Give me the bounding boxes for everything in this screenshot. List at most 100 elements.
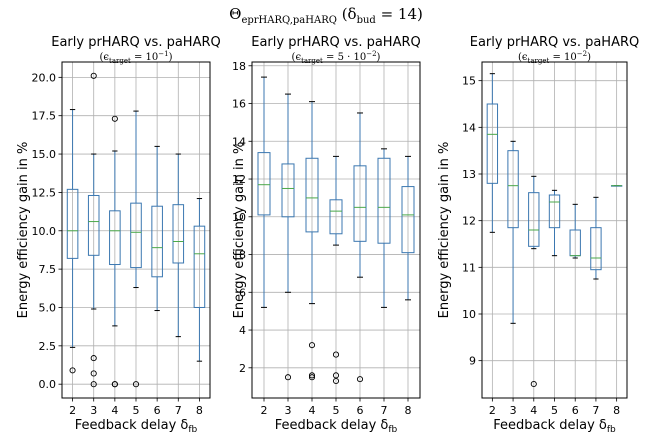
box-4 [305,101,319,381]
box-2 [66,109,79,374]
panel-2: 2 4 6 8 10 12 14 16 18 2 3 4 5 6 7 8 Early prHARQ vs. pa… [232,35,421,434]
x-axis-label-text: Feedback delay δ [493,418,607,433]
box-iqr [130,202,142,269]
y-tick-label: 15.0 [32,148,57,161]
box-3 [87,72,100,388]
box-iqr [151,205,163,278]
suptitle-rest: (δ [337,5,357,23]
grid-lines [252,62,420,398]
x-axis-label-sub: fb [188,425,197,434]
x-tick-label: 4 [530,404,537,417]
y-tick-label: 10 [462,308,476,321]
flier-point [332,372,340,379]
panel-title: Early prHARQ vs. paHARQ [470,35,640,50]
box-iqr [590,227,602,271]
suptitle-rest-sub: bud [357,15,377,26]
x-tick-label: 5 [551,404,558,417]
subtitle-post: ) [377,52,381,63]
flier-point [132,381,140,388]
y-axis-label-text: Energy efficiency gain in % [437,142,452,319]
y-tick-label: 2.5 [39,340,57,353]
x-axis-label-sub: fb [607,425,616,434]
x-tick-label: 7 [175,404,182,417]
subtitle-mid: = 5 · 10 [323,52,366,63]
y-ticks: 9 10 11 12 13 14 15 [462,75,482,368]
panel-subtitle: (ϵtarget = 5 · 10−2) [292,50,381,65]
box-iqr [353,165,367,242]
flier-point [69,367,76,374]
subtitle-mid: = 10 [131,52,158,63]
panel-title-text: Early prHARQ vs. paHARQ [51,35,221,50]
x-axis-label: Feedback delay δfb [275,418,398,434]
y-tick-label: 10 [232,211,246,224]
flier-point [332,377,340,385]
x-tick-label: 5 [133,404,140,417]
box-7 [377,148,391,308]
y-axis-label: Energy efficiency gain in % [16,142,31,319]
x-axis-label: Feedback delay δfb [493,418,616,434]
box-iqr [172,204,185,264]
figure-suptitle: ΘeprHARQ,paHARQ (δbud = 14) [229,5,423,26]
suptitle-sub: eprHARQ,paHARQ [241,15,336,26]
y-tick-label: 5.0 [39,301,57,314]
box-iqr [66,188,79,259]
y-axis-label: Energy efficiency gain in % [437,142,452,319]
flier-point [356,376,364,383]
flier-point [308,374,316,381]
y-tick-label: 6 [239,286,246,299]
box-7 [172,153,185,338]
x-tick-label: 3 [90,404,97,417]
boxes [257,76,415,385]
x-axis-label: Feedback delay δfb [75,418,198,434]
boxes [66,72,206,388]
box-iqr [257,152,271,216]
x-tick-label: 8 [405,404,412,417]
y-tick-label: 12.5 [32,186,57,199]
x-tick-label: 6 [357,404,364,417]
box-iqr [87,194,100,256]
y-tick-label: 12 [462,215,476,228]
panel-1: 0.0 2.5 5.0 7.5 10.0 12.5 15.0 17.5 20.0 2 3 4 5 6 7 8 E… [16,35,221,434]
x-tick-label: 7 [592,404,599,417]
boxes [486,73,623,388]
y-axis-label-text: Energy efficiency gain in % [232,142,247,319]
flier-point [90,72,97,79]
panels: 0.02.55.07.510.012.515.017.520.02 3 4 5 6 7 8E… [16,35,639,434]
subtitle-post: ) [587,52,591,63]
box-iqr [486,103,499,184]
flier-point [90,381,97,388]
x-axis-label-text: Feedback delay δ [275,418,389,433]
subtitle-pre: (ϵ [292,52,302,63]
box-5 [329,155,343,385]
subtitle-sub: target [109,57,131,65]
panel-title-text: Early prHARQ vs. paHARQ [470,35,640,50]
box-5 [548,189,561,257]
x-tick-label: 8 [613,404,620,417]
flier-point [284,374,292,381]
y-tick-label: 10.0 [32,225,57,238]
flier-point [111,115,118,122]
y-tick-label: 2 [239,362,246,375]
x-tick-label: 6 [154,404,161,417]
x-tick-label: 6 [572,404,579,417]
y-tick-label: 7.5 [39,263,57,276]
box-3 [507,140,519,324]
flier-point [308,372,316,379]
subtitle-sup: −2 [366,50,376,58]
box-iqr [548,194,561,229]
box-7 [590,196,602,280]
x-axis-label-sub: fb [388,425,397,434]
x-tick-label: 3 [510,404,517,417]
y-tick-label: 15 [462,75,476,88]
y-tick-label: 11 [462,261,476,274]
box-iqr [109,210,121,266]
y-axis-label: Energy efficiency gain in % [232,142,247,319]
suptitle-main: Θ [229,5,241,23]
y-tick-label: 0.0 [39,378,57,391]
box-iqr [401,186,415,254]
y-axis-label-text: Energy efficiency gain in % [16,142,31,319]
box-4 [528,175,540,388]
box-3 [281,93,295,381]
